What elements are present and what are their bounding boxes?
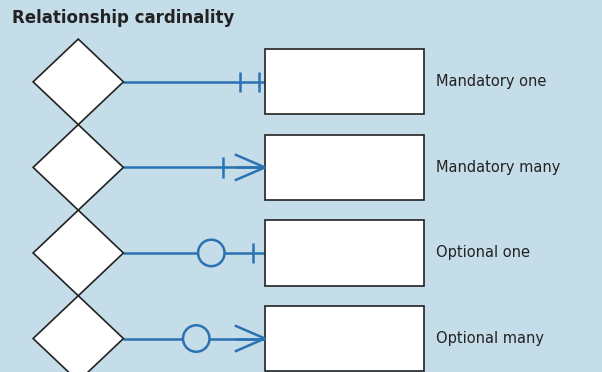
Text: Optional many: Optional many (436, 331, 544, 346)
Ellipse shape (198, 240, 225, 266)
Text: Mandatory one: Mandatory one (436, 74, 547, 89)
Bar (265, 49, 424, 114)
Polygon shape (33, 210, 123, 296)
Text: Optional one: Optional one (436, 246, 530, 260)
Text: Relationship cardinality: Relationship cardinality (12, 9, 234, 27)
Polygon shape (33, 39, 123, 125)
Polygon shape (33, 296, 123, 372)
Bar (265, 135, 424, 200)
Polygon shape (33, 125, 123, 210)
Ellipse shape (183, 325, 209, 352)
Bar (265, 220, 424, 286)
Bar (265, 306, 424, 371)
Text: Mandatory many: Mandatory many (436, 160, 561, 175)
